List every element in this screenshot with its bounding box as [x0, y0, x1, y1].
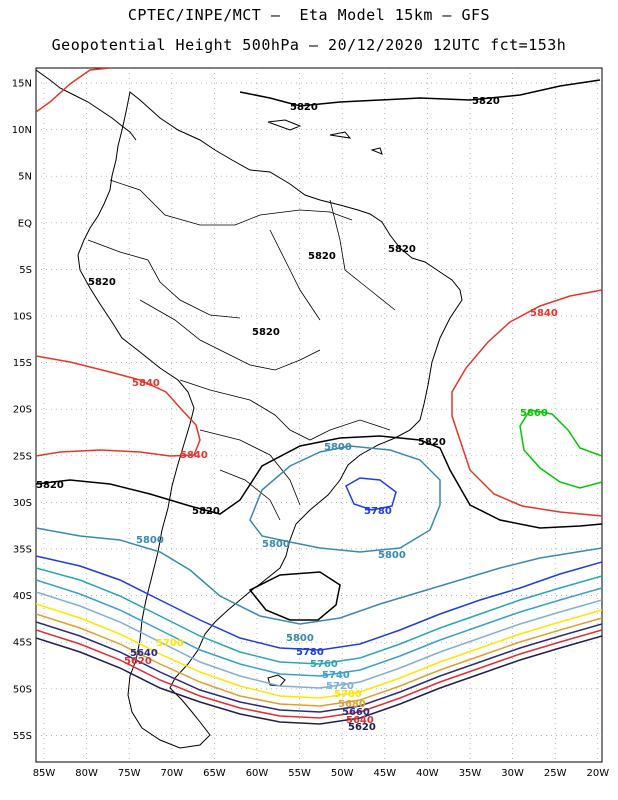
- contour-5760-zonal: [36, 567, 602, 665]
- contour-label: 5740: [322, 670, 350, 681]
- contour-label: 5760: [310, 659, 338, 670]
- contour-label: 5820: [290, 102, 318, 113]
- longitude-tick-label: 35W: [459, 768, 482, 779]
- contour-5800-closed: [249, 445, 441, 553]
- contour-5780-zonal: [36, 555, 602, 651]
- contour-label: 5820: [418, 437, 446, 448]
- latitude-tick-label: 5S: [19, 265, 32, 276]
- contour-5780-closed: [345, 477, 397, 511]
- contour-label: 5680: [338, 699, 366, 710]
- latitude-tick-label: 15N: [12, 79, 32, 90]
- contour-5720-zonal: [36, 591, 602, 689]
- contour-label: 5800: [324, 442, 352, 453]
- contour-label: 5820: [308, 251, 336, 262]
- contour-5820-south: [36, 435, 602, 529]
- contour-5680-zonal: [36, 613, 602, 707]
- contour-label: 5700: [334, 689, 362, 700]
- latitude-tick-label: 10N: [12, 125, 32, 136]
- contour-label: 5700: [156, 638, 184, 649]
- contour-5840-west: [36, 355, 201, 457]
- longitude-tick-label: 40W: [416, 768, 439, 779]
- map-title-line-2: Geopotential Height 500hPa — 20/12/2020 …: [51, 36, 567, 54]
- longitude-tick-label: 45W: [373, 768, 396, 779]
- contour-label: 5860: [520, 408, 548, 419]
- coastline-south-america: [77, 91, 463, 749]
- latitude-tick-label: 40S: [13, 591, 32, 602]
- contour-label: 5620: [124, 656, 152, 667]
- longitude-tick-labels: 85W 80W 75W 70W 65W 60W 55W 50W 45W 40W 35W 30W 25W 2…: [33, 768, 610, 779]
- latitude-tick-label: 50S: [13, 684, 32, 695]
- latitude-tick-label: EQ: [18, 218, 32, 229]
- contour-5820-closed: [248, 571, 341, 621]
- longitude-tick-label: 75W: [118, 768, 141, 779]
- longitude-tick-label: 60W: [246, 768, 269, 779]
- longitude-tick-label: 70W: [160, 768, 183, 779]
- graticule: [36, 68, 602, 762]
- contour-label: 5720: [326, 681, 354, 692]
- contour-5660-zonal: [36, 621, 602, 713]
- contour-label: 5820: [388, 244, 416, 255]
- latitude-tick-label: 10S: [13, 312, 32, 323]
- longitude-tick-label: 20W: [586, 768, 609, 779]
- contour-5640-zonal: [36, 629, 602, 719]
- latitude-tick-label: 5N: [18, 172, 32, 183]
- contour-label: 5640: [346, 715, 374, 726]
- contour-5620-zonal: [36, 635, 602, 725]
- political-borders: [87, 179, 396, 521]
- latitude-tick-label: 35S: [13, 545, 32, 556]
- contour-label: 5820: [192, 506, 220, 517]
- contour-5700-zonal: [36, 603, 602, 699]
- longitude-tick-label: 30W: [501, 768, 524, 779]
- contour-label: 5820: [88, 277, 116, 288]
- contour-label: 5840: [530, 308, 558, 319]
- map-title-line-1: CPTEC/INPE/MCT — Eta Model 15km — GFS: [127, 6, 491, 24]
- caribbean-islands: [267, 119, 383, 155]
- contour-label: 5820: [472, 96, 500, 107]
- contour-5820-north: [239, 79, 601, 107]
- latitude-tick-label: 45S: [13, 638, 32, 649]
- contour-label: 5840: [132, 378, 160, 389]
- latitude-tick-label: 25S: [13, 451, 32, 462]
- contour-label: 5800: [286, 633, 314, 644]
- contour-label: 5800: [262, 539, 290, 550]
- contour-5840-north: [36, 68, 111, 113]
- longitude-tick-label: 50W: [331, 768, 354, 779]
- contour-label: 5780: [296, 647, 324, 658]
- latitude-tick-label: 20S: [13, 405, 32, 416]
- contour-5840-east: [451, 289, 602, 517]
- coastline-central-america: [36, 69, 137, 141]
- longitude-tick-label: 25W: [544, 768, 567, 779]
- longitude-tick-label: 80W: [75, 768, 98, 779]
- contour-5740-zonal: [36, 579, 602, 677]
- latitude-tick-label: 30S: [13, 498, 32, 509]
- latitude-tick-labels: 15N 10N 5N EQ 5S 10S 15S 20S 25S 30S 35S 40S 45S 50S 5…: [12, 79, 32, 742]
- contour-5800-zonal: [36, 527, 602, 625]
- map-frame: [35, 67, 603, 763]
- contour-label: 5620: [348, 722, 376, 733]
- longitude-tick-label: 55W: [288, 768, 311, 779]
- contour-label: 5820: [252, 327, 280, 338]
- contour-5860: [519, 409, 602, 489]
- latitude-tick-label: 55S: [13, 731, 32, 742]
- contour-label: 5780: [364, 506, 392, 517]
- longitude-tick-label: 85W: [33, 768, 56, 779]
- latitude-tick-label: 15S: [13, 358, 32, 369]
- contour-label: 5660: [342, 707, 370, 718]
- contour-label: 5820: [36, 480, 64, 491]
- contour-label: 5800: [136, 535, 164, 546]
- contour-label: 5840: [180, 450, 208, 461]
- contour-label: 5640: [130, 648, 158, 659]
- contour-label: 5800: [378, 550, 406, 561]
- longitude-tick-label: 65W: [203, 768, 226, 779]
